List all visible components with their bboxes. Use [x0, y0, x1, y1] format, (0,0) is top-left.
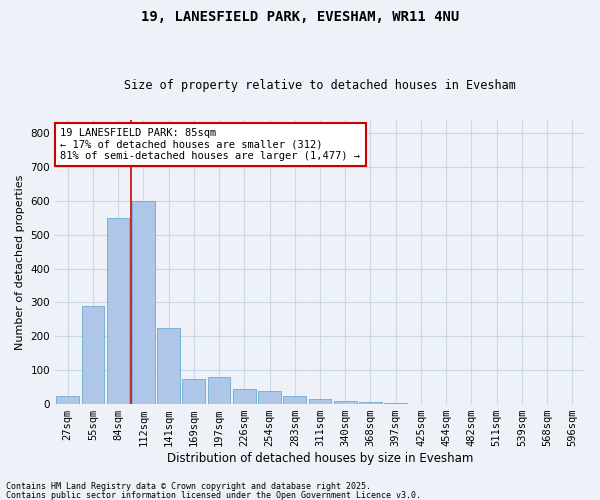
Bar	[308, 399, 331, 404]
Bar	[233, 389, 256, 404]
Bar	[107, 218, 130, 404]
Bar	[334, 402, 356, 404]
Text: 19 LANESFIELD PARK: 85sqm
← 17% of detached houses are smaller (312)
81% of semi: 19 LANESFIELD PARK: 85sqm ← 17% of detac…	[61, 128, 361, 162]
Bar	[283, 396, 306, 404]
Text: 19, LANESFIELD PARK, EVESHAM, WR11 4NU: 19, LANESFIELD PARK, EVESHAM, WR11 4NU	[141, 10, 459, 24]
Text: Contains public sector information licensed under the Open Government Licence v3: Contains public sector information licen…	[6, 490, 421, 500]
Bar	[56, 396, 79, 404]
Title: Size of property relative to detached houses in Evesham: Size of property relative to detached ho…	[124, 79, 516, 92]
X-axis label: Distribution of detached houses by size in Evesham: Distribution of detached houses by size …	[167, 452, 473, 465]
Text: Contains HM Land Registry data © Crown copyright and database right 2025.: Contains HM Land Registry data © Crown c…	[6, 482, 371, 491]
Bar	[132, 201, 155, 404]
Bar	[157, 328, 180, 404]
Y-axis label: Number of detached properties: Number of detached properties	[15, 174, 25, 350]
Bar	[208, 377, 230, 404]
Bar	[182, 378, 205, 404]
Bar	[82, 306, 104, 404]
Bar	[359, 402, 382, 404]
Bar	[258, 390, 281, 404]
